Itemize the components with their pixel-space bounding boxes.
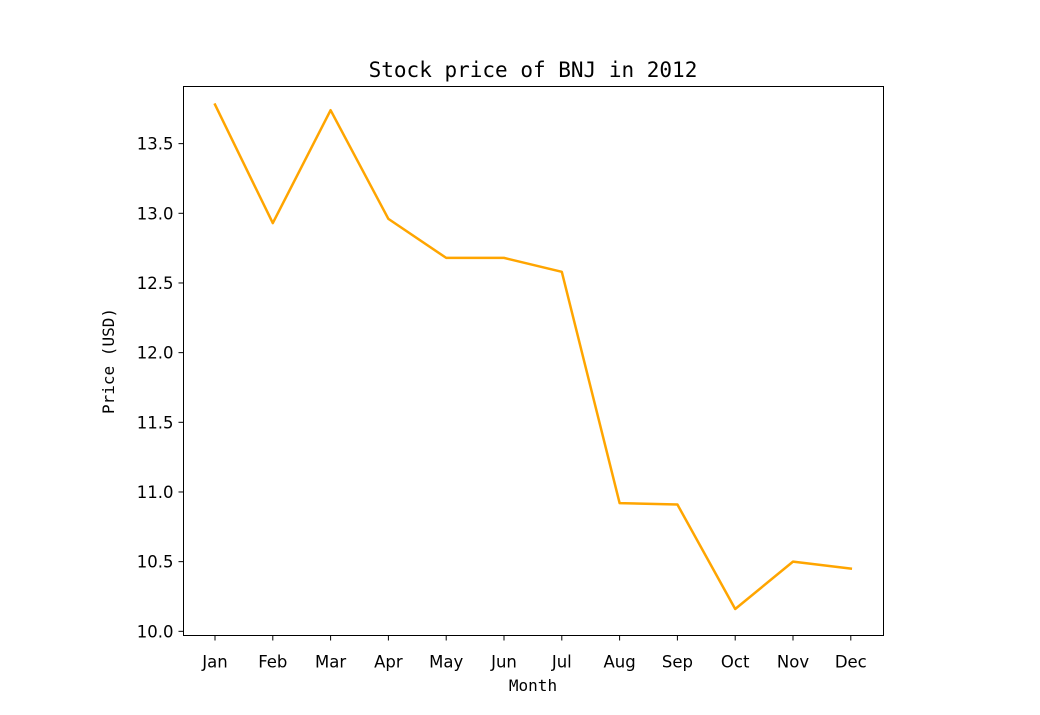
chart-title: Stock price of BNJ in 2012 <box>369 58 698 82</box>
x-tick-label: Jan <box>201 653 227 672</box>
x-tick-label: Dec <box>835 653 867 672</box>
x-tick-label: Sep <box>662 653 693 672</box>
x-tick-label: Jun <box>490 653 517 672</box>
x-axis: Jan Feb Mar Apr May Jun Jul Aug Sep Oct Nov Dec <box>201 635 867 672</box>
y-axis-label: Price (USD) <box>99 308 118 414</box>
y-tick-label: 12.0 <box>137 344 174 363</box>
series-layer <box>213 102 853 611</box>
x-tick-label: Apr <box>374 653 403 672</box>
y-tick-label: 11.0 <box>137 483 174 502</box>
x-tick-label: Nov <box>777 653 809 672</box>
x-tick-label: Aug <box>603 653 635 672</box>
x-axis-label: Month <box>509 676 557 695</box>
x-tick-label: Jul <box>551 653 572 672</box>
x-tick-label: Feb <box>258 653 287 672</box>
plot-area <box>183 86 884 636</box>
y-axis: 10.0 10.5 11.0 11.5 12.0 12.5 13.0 13.5 <box>137 135 184 641</box>
series-line <box>213 102 853 611</box>
y-tick-label: 11.5 <box>137 413 174 432</box>
x-tick-label: Mar <box>315 653 346 672</box>
y-tick-label: 10.0 <box>137 622 174 641</box>
y-tick-label: 13.5 <box>137 135 174 154</box>
x-tick-label: Oct <box>721 653 750 672</box>
y-tick-label: 12.5 <box>137 274 174 293</box>
x-tick-label: May <box>429 653 463 672</box>
y-tick-label: 13.0 <box>137 204 174 223</box>
y-tick-label: 10.5 <box>137 553 174 572</box>
